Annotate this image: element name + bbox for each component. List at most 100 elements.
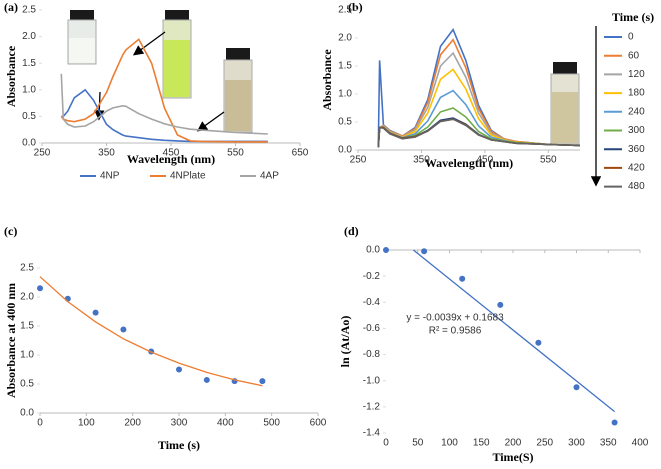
y-tick-label: -0.8 — [363, 349, 381, 360]
y-tick-label: 1.5 — [20, 321, 34, 332]
x-tick-label: 100 — [78, 418, 95, 429]
annotation: y = -0.0039x + 0.1683 — [406, 313, 504, 324]
y-tick-label: 0.5 — [22, 111, 36, 122]
y-tick-label: 1.5 — [22, 58, 36, 69]
y-tick-label: -0.6 — [363, 323, 381, 334]
legend-label: 4AP — [260, 171, 279, 182]
x-tick-label: 250 — [350, 155, 367, 166]
point — [383, 247, 389, 253]
panel-label: (d) — [344, 224, 359, 238]
vial — [223, 48, 253, 133]
point — [421, 248, 428, 255]
x-tick-label: 250 — [536, 438, 553, 449]
data-line — [377, 118, 581, 148]
x-tick-label: 450 — [163, 148, 180, 159]
legend-label: 60 — [628, 50, 640, 61]
y-tick-label: 0.0 — [20, 408, 34, 419]
x-tick-label: 200 — [505, 438, 522, 449]
legend-label: 300 — [628, 125, 645, 136]
y-tick-label: 2.5 — [22, 5, 36, 16]
arrow — [132, 31, 166, 56]
y-axis-title: Absorbance — [4, 45, 18, 107]
data-line — [60, 73, 268, 135]
legend-label: 360 — [628, 144, 645, 155]
point — [497, 301, 504, 308]
y-tick-label: -0.4 — [363, 297, 381, 308]
point — [459, 275, 466, 282]
x-tick-label: 0 — [383, 438, 389, 449]
x-tick-label: 300 — [568, 438, 585, 449]
panel-label: (a) — [4, 0, 18, 14]
x-tick-label: 50 — [412, 438, 424, 449]
x-tick-label: 300 — [171, 418, 188, 429]
y-tick-label: 1.0 — [22, 84, 36, 95]
trend-line — [39, 276, 263, 387]
x-axis-title: Time (s) — [158, 438, 200, 452]
x-tick-label: 550 — [227, 148, 244, 159]
x-tick-label: 650 — [292, 148, 309, 159]
y-tick-label: 2.0 — [20, 292, 34, 303]
x-axis-title: Wavelength (nm) — [127, 152, 215, 166]
vials — [67, 10, 580, 145]
y-tick-label: 2.5 — [338, 5, 352, 16]
legend-title: Time (s) — [612, 10, 654, 24]
x-tick-label: 150 — [473, 438, 490, 449]
vial — [67, 10, 97, 65]
annotation: R² = 0.9586 — [429, 326, 482, 337]
point — [611, 419, 618, 426]
y-tick-label: -1.2 — [363, 401, 381, 412]
x-tick-label: 600 — [310, 418, 327, 429]
point — [120, 326, 127, 333]
arrows — [94, 26, 602, 187]
y-tick-label: 1.0 — [20, 350, 34, 361]
legend-label: 4NP — [100, 171, 120, 182]
point — [573, 384, 580, 391]
point — [176, 366, 182, 373]
x-tick-label: 200 — [124, 418, 141, 429]
x-tick-label: 500 — [263, 418, 280, 429]
y-tick-label: 0.0 — [366, 245, 380, 256]
y-tick-label: 0.5 — [338, 117, 352, 128]
trend-line — [412, 249, 616, 413]
legend-label: 180 — [628, 88, 645, 99]
point — [259, 378, 266, 385]
y-tick-label: -1.0 — [363, 375, 381, 386]
panel-label: (c) — [4, 224, 17, 238]
point — [535, 339, 542, 346]
y-tick-label: -0.2 — [363, 271, 381, 282]
x-tick-label: 550 — [540, 155, 557, 166]
legend-label: 120 — [628, 69, 645, 80]
point — [92, 309, 99, 316]
x-tick-label: 400 — [217, 418, 234, 429]
y-tick-label: 0.0 — [338, 145, 352, 156]
y-axis-title: Absorbance at 400 nm — [4, 283, 18, 398]
y-axis-title: Absorbance — [320, 49, 334, 111]
y-tick-label: 1.5 — [338, 61, 352, 72]
panel-label: (b) — [348, 0, 363, 14]
x-tick-label: 350 — [98, 148, 115, 159]
y-tick-label: -1.4 — [363, 428, 381, 439]
x-tick-label: 100 — [441, 438, 458, 449]
x-tick-label: 350 — [413, 155, 430, 166]
y-tick-label: 2.0 — [338, 33, 352, 44]
x-tick-label: 400 — [632, 438, 649, 449]
vial — [550, 62, 580, 145]
vial — [162, 10, 192, 99]
y-axis-title: ln (At/Ao) — [338, 316, 352, 368]
data-line — [377, 27, 581, 148]
point — [203, 376, 210, 383]
y-tick-label: 2.5 — [20, 263, 34, 274]
arrow — [196, 111, 225, 132]
y-tick-label: 1.0 — [338, 89, 352, 100]
legend-label: 4NPlate — [170, 171, 206, 182]
point — [37, 285, 43, 292]
x-tick-label: 350 — [600, 438, 617, 449]
y-tick-label: 2.0 — [22, 31, 36, 42]
y-tick-label: 0.5 — [20, 379, 34, 390]
legend-label: 0 — [628, 32, 634, 43]
x-tick-label: 0 — [37, 418, 43, 429]
legend-label: 240 — [628, 106, 645, 117]
x-tick-label: 250 — [34, 148, 51, 159]
x-tick-label: 450 — [477, 155, 494, 166]
